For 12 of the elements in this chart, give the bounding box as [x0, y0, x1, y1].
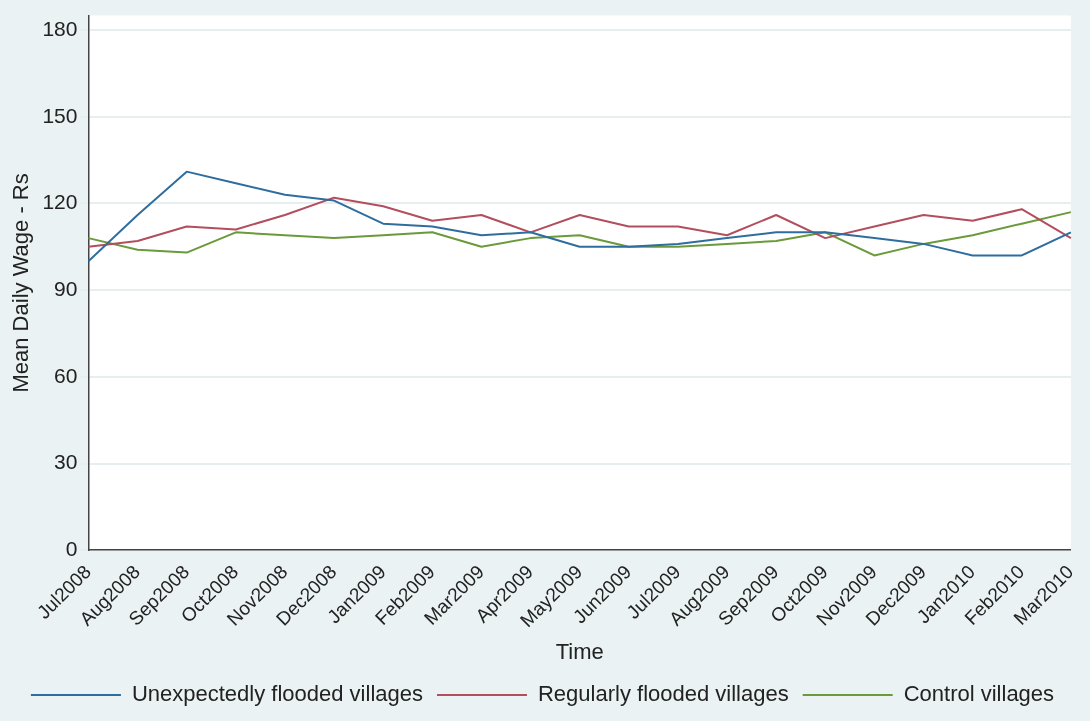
legend-label: Control villages: [903, 681, 1055, 707]
y-tick-label: 90: [54, 276, 78, 300]
y-tick-label: 60: [54, 363, 78, 387]
y-axis-title: Mean Daily Wage - Rs: [8, 173, 34, 393]
y-tick-label: 0: [65, 537, 78, 561]
x-axis-title: Time: [555, 638, 604, 664]
legend-label: Regularly flooded villages: [537, 681, 789, 707]
y-tick-label: 180: [42, 16, 78, 40]
y-tick-label: 30: [54, 450, 78, 474]
y-tick-label: 120: [42, 190, 78, 214]
legend-label: Unexpectedly flooded villages: [131, 681, 423, 707]
y-tick-label: 150: [42, 103, 78, 127]
